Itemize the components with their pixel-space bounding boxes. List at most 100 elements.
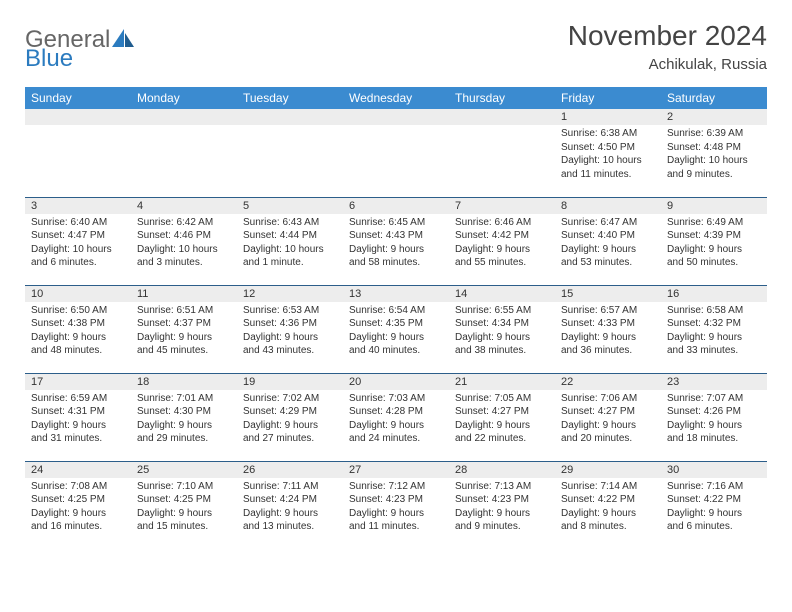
day-details: Sunrise: 7:01 AMSunset: 4:30 PMDaylight:…	[131, 390, 237, 450]
calendar-page: General November 2024 Achikulak, Russia …	[0, 0, 792, 569]
daylight-text: Daylight: 10 hours and 6 minutes.	[31, 243, 125, 270]
sunset-text: Sunset: 4:50 PM	[561, 141, 655, 155]
calendar-cell: 16Sunrise: 6:58 AMSunset: 4:32 PMDayligh…	[661, 285, 767, 373]
day-number: 27	[343, 462, 449, 478]
calendar-week-row: 10Sunrise: 6:50 AMSunset: 4:38 PMDayligh…	[25, 285, 767, 373]
daylight-text: Daylight: 9 hours and 16 minutes.	[31, 507, 125, 534]
daylight-text: Daylight: 9 hours and 40 minutes.	[349, 331, 443, 358]
daylight-text: Daylight: 9 hours and 6 minutes.	[667, 507, 761, 534]
day-number: 3	[25, 198, 131, 214]
day-number: 7	[449, 198, 555, 214]
daylight-text: Daylight: 10 hours and 3 minutes.	[137, 243, 231, 270]
sunset-text: Sunset: 4:43 PM	[349, 229, 443, 243]
daylight-text: Daylight: 9 hours and 22 minutes.	[455, 419, 549, 446]
daylight-text: Daylight: 10 hours and 1 minute.	[243, 243, 337, 270]
sunrise-text: Sunrise: 6:51 AM	[137, 304, 231, 318]
sunrise-text: Sunrise: 6:46 AM	[455, 216, 549, 230]
calendar-cell: 6Sunrise: 6:45 AMSunset: 4:43 PMDaylight…	[343, 197, 449, 285]
day-number: 26	[237, 462, 343, 478]
day-details: Sunrise: 7:13 AMSunset: 4:23 PMDaylight:…	[449, 478, 555, 538]
day-details: Sunrise: 7:07 AMSunset: 4:26 PMDaylight:…	[661, 390, 767, 450]
sunset-text: Sunset: 4:22 PM	[561, 493, 655, 507]
daylight-text: Daylight: 9 hours and 11 minutes.	[349, 507, 443, 534]
daylight-text: Daylight: 9 hours and 45 minutes.	[137, 331, 231, 358]
sunset-text: Sunset: 4:25 PM	[31, 493, 125, 507]
sunrise-text: Sunrise: 6:43 AM	[243, 216, 337, 230]
weekday-header: Thursday	[449, 87, 555, 109]
calendar-cell: 29Sunrise: 7:14 AMSunset: 4:22 PMDayligh…	[555, 461, 661, 549]
daylight-text: Daylight: 9 hours and 38 minutes.	[455, 331, 549, 358]
daylight-text: Daylight: 9 hours and 9 minutes.	[455, 507, 549, 534]
daylight-text: Daylight: 9 hours and 53 minutes.	[561, 243, 655, 270]
day-details	[25, 125, 131, 185]
sunset-text: Sunset: 4:22 PM	[667, 493, 761, 507]
calendar-week-row: 17Sunrise: 6:59 AMSunset: 4:31 PMDayligh…	[25, 373, 767, 461]
day-number: 16	[661, 286, 767, 302]
weekday-header: Tuesday	[237, 87, 343, 109]
calendar-cell: 25Sunrise: 7:10 AMSunset: 4:25 PMDayligh…	[131, 461, 237, 549]
calendar-cell: 22Sunrise: 7:06 AMSunset: 4:27 PMDayligh…	[555, 373, 661, 461]
day-number: 18	[131, 374, 237, 390]
calendar-cell	[131, 109, 237, 197]
daylight-text: Daylight: 9 hours and 43 minutes.	[243, 331, 337, 358]
calendar-cell: 2Sunrise: 6:39 AMSunset: 4:48 PMDaylight…	[661, 109, 767, 197]
sunset-text: Sunset: 4:44 PM	[243, 229, 337, 243]
weekday-header: Monday	[131, 87, 237, 109]
day-details: Sunrise: 6:57 AMSunset: 4:33 PMDaylight:…	[555, 302, 661, 362]
sunset-text: Sunset: 4:24 PM	[243, 493, 337, 507]
day-number: 12	[237, 286, 343, 302]
day-details: Sunrise: 6:46 AMSunset: 4:42 PMDaylight:…	[449, 214, 555, 274]
sunset-text: Sunset: 4:33 PM	[561, 317, 655, 331]
sunset-text: Sunset: 4:28 PM	[349, 405, 443, 419]
sunrise-text: Sunrise: 7:16 AM	[667, 480, 761, 494]
calendar-cell: 10Sunrise: 6:50 AMSunset: 4:38 PMDayligh…	[25, 285, 131, 373]
day-details	[343, 125, 449, 185]
sunrise-text: Sunrise: 6:39 AM	[667, 127, 761, 141]
calendar-cell: 4Sunrise: 6:42 AMSunset: 4:46 PMDaylight…	[131, 197, 237, 285]
day-details: Sunrise: 7:12 AMSunset: 4:23 PMDaylight:…	[343, 478, 449, 538]
sunrise-text: Sunrise: 6:55 AM	[455, 304, 549, 318]
day-details	[131, 125, 237, 185]
sunrise-text: Sunrise: 7:03 AM	[349, 392, 443, 406]
day-details: Sunrise: 7:08 AMSunset: 4:25 PMDaylight:…	[25, 478, 131, 538]
sunrise-text: Sunrise: 6:45 AM	[349, 216, 443, 230]
sunset-text: Sunset: 4:26 PM	[667, 405, 761, 419]
weekday-header: Saturday	[661, 87, 767, 109]
day-details: Sunrise: 6:39 AMSunset: 4:48 PMDaylight:…	[661, 125, 767, 185]
sunrise-text: Sunrise: 7:14 AM	[561, 480, 655, 494]
day-number: 24	[25, 462, 131, 478]
weekday-header: Wednesday	[343, 87, 449, 109]
calendar-cell: 12Sunrise: 6:53 AMSunset: 4:36 PMDayligh…	[237, 285, 343, 373]
daylight-text: Daylight: 10 hours and 11 minutes.	[561, 154, 655, 181]
day-number: 9	[661, 198, 767, 214]
calendar-cell: 18Sunrise: 7:01 AMSunset: 4:30 PMDayligh…	[131, 373, 237, 461]
day-number: 17	[25, 374, 131, 390]
daylight-text: Daylight: 9 hours and 20 minutes.	[561, 419, 655, 446]
calendar-cell: 14Sunrise: 6:55 AMSunset: 4:34 PMDayligh…	[449, 285, 555, 373]
sunrise-text: Sunrise: 6:53 AM	[243, 304, 337, 318]
day-details: Sunrise: 7:16 AMSunset: 4:22 PMDaylight:…	[661, 478, 767, 538]
sunset-text: Sunset: 4:29 PM	[243, 405, 337, 419]
sunset-text: Sunset: 4:25 PM	[137, 493, 231, 507]
calendar-cell: 19Sunrise: 7:02 AMSunset: 4:29 PMDayligh…	[237, 373, 343, 461]
day-number	[131, 109, 237, 125]
day-details: Sunrise: 6:47 AMSunset: 4:40 PMDaylight:…	[555, 214, 661, 274]
calendar-cell: 5Sunrise: 6:43 AMSunset: 4:44 PMDaylight…	[237, 197, 343, 285]
day-number: 6	[343, 198, 449, 214]
sunset-text: Sunset: 4:48 PM	[667, 141, 761, 155]
calendar-cell: 1Sunrise: 6:38 AMSunset: 4:50 PMDaylight…	[555, 109, 661, 197]
day-number: 19	[237, 374, 343, 390]
day-details: Sunrise: 7:14 AMSunset: 4:22 PMDaylight:…	[555, 478, 661, 538]
calendar-cell: 20Sunrise: 7:03 AMSunset: 4:28 PMDayligh…	[343, 373, 449, 461]
calendar-cell: 24Sunrise: 7:08 AMSunset: 4:25 PMDayligh…	[25, 461, 131, 549]
calendar-week-row: 3Sunrise: 6:40 AMSunset: 4:47 PMDaylight…	[25, 197, 767, 285]
day-number: 10	[25, 286, 131, 302]
day-details: Sunrise: 6:50 AMSunset: 4:38 PMDaylight:…	[25, 302, 131, 362]
sunrise-text: Sunrise: 6:40 AM	[31, 216, 125, 230]
sunrise-text: Sunrise: 6:42 AM	[137, 216, 231, 230]
calendar-cell: 13Sunrise: 6:54 AMSunset: 4:35 PMDayligh…	[343, 285, 449, 373]
day-number: 30	[661, 462, 767, 478]
sunrise-text: Sunrise: 6:38 AM	[561, 127, 655, 141]
calendar-cell: 21Sunrise: 7:05 AMSunset: 4:27 PMDayligh…	[449, 373, 555, 461]
weekday-header: Sunday	[25, 87, 131, 109]
